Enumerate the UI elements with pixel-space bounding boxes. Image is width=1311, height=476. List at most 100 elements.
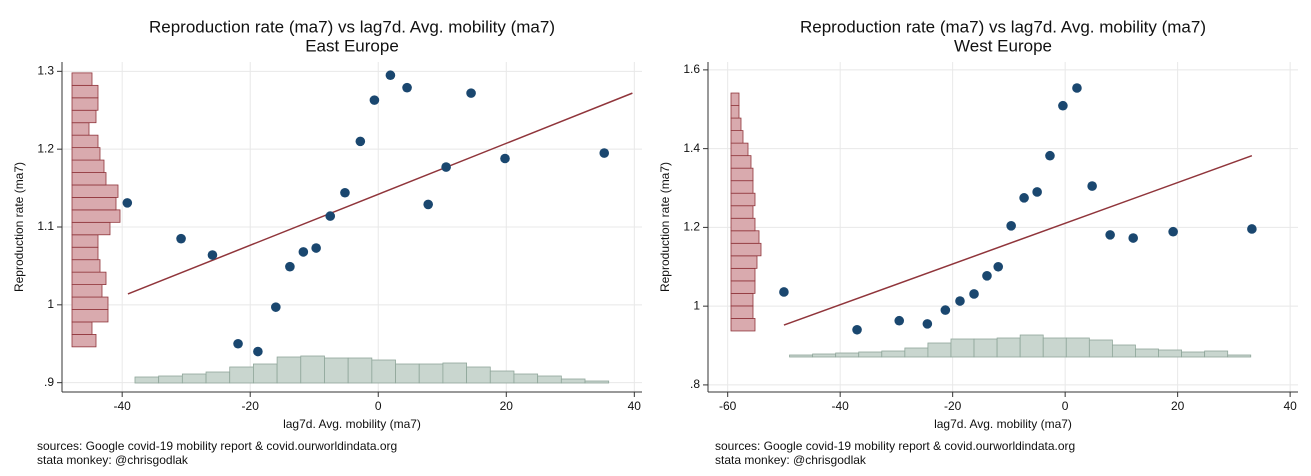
data-point (940, 305, 951, 315)
x-histogram-bar (1019, 334, 1044, 358)
fit-line (783, 155, 1253, 326)
data-point (1045, 150, 1055, 161)
y-histogram-bar (730, 255, 758, 269)
data-point (1105, 230, 1115, 240)
source-note: stata monkey: @chrisgodlak (715, 453, 867, 467)
data-point (325, 211, 336, 221)
x-histogram-bar (858, 351, 883, 358)
x-axis-label: lag7d. Avg. mobility (ma7) (934, 417, 1072, 431)
chart-subtitle: East Europe (305, 36, 399, 55)
y-histogram-bar (730, 267, 756, 282)
source-note: sources: Google covid-19 mobility report… (37, 439, 397, 453)
x-histogram-bar (181, 373, 207, 384)
data-point (271, 302, 281, 312)
x-histogram-bar (205, 371, 231, 384)
data-point (340, 187, 350, 198)
data-point (969, 289, 979, 299)
y-histogram-bar (730, 117, 742, 131)
x-histogram-bar (973, 338, 998, 358)
y-histogram-bar (71, 259, 101, 273)
data-point (500, 153, 510, 164)
source-note: sources: Google covid-19 mobility report… (715, 439, 1075, 453)
y-histogram-bar (71, 321, 93, 335)
data-point (599, 148, 610, 158)
data-point (1087, 181, 1097, 191)
y-tick-label: 1 (47, 297, 54, 311)
x-histogram-bar (881, 350, 906, 358)
data-point (982, 271, 992, 281)
y-axis-label: Reproduction rate (ma7) (658, 162, 672, 292)
x-histogram-bar (395, 363, 420, 384)
x-histogram-bar (300, 355, 325, 384)
y-histogram-bar (71, 172, 107, 186)
y-histogram-bar (71, 159, 105, 173)
x-tick-label: 0 (375, 399, 382, 413)
y-histogram-bar (730, 217, 756, 232)
y-histogram-bar (71, 296, 109, 310)
x-histogram-bar (904, 347, 929, 358)
chart-title: Reproduction rate (ma7) vs lag7d. Avg. m… (800, 17, 1206, 36)
x-histogram-bar (1204, 350, 1229, 358)
x-histogram-bar (1065, 337, 1090, 358)
y-histogram-bar (730, 305, 754, 319)
data-point (369, 95, 380, 105)
chart-title: Reproduction rate (ma7) vs lag7d. Avg. m… (149, 17, 555, 36)
x-histogram-bar (324, 357, 349, 384)
y-histogram-bar (730, 105, 740, 119)
y-histogram-bar (71, 122, 90, 136)
x-tick-label: 40 (628, 399, 642, 413)
x-tick-label: 0 (1062, 399, 1069, 413)
y-histogram-bar (71, 234, 99, 248)
data-point (993, 261, 1004, 272)
y-histogram-bar (71, 221, 111, 236)
y-tick-label: 1.3 (37, 64, 54, 78)
data-point (852, 324, 862, 335)
y-histogram-bar (730, 292, 754, 307)
data-point (1006, 221, 1016, 231)
data-point (1168, 226, 1178, 237)
data-point (466, 88, 476, 98)
x-tick-label: 40 (1283, 399, 1297, 413)
y-histogram-bar (71, 109, 97, 124)
data-point (233, 338, 243, 349)
y-histogram-bar (71, 147, 101, 161)
x-histogram-bar (812, 353, 837, 358)
y-histogram-bar (730, 155, 752, 169)
x-histogram-bar (584, 380, 610, 384)
x-histogram-bar (347, 357, 373, 384)
x-histogram-bar (489, 370, 515, 384)
x-histogram-bar (1158, 349, 1182, 358)
y-histogram-bar (71, 284, 103, 298)
y-histogram-bar (730, 230, 760, 244)
y-histogram-bar (71, 309, 109, 323)
x-tick-label: -20 (242, 399, 260, 413)
y-tick-label: 1.1 (37, 219, 54, 233)
data-point (894, 315, 905, 326)
x-histogram-bar (276, 356, 302, 384)
data-point (1072, 83, 1082, 93)
x-tick-label: 20 (1171, 399, 1185, 413)
x-histogram-bar (418, 363, 444, 384)
x-histogram-bar (560, 378, 586, 384)
data-point (253, 346, 263, 357)
x-histogram-bar (996, 337, 1021, 358)
y-histogram-bar (71, 334, 97, 348)
x-tick-label: -40 (832, 399, 850, 413)
y-histogram-bar (71, 246, 99, 261)
x-histogram-bar (1227, 354, 1252, 358)
y-histogram-bar (71, 209, 121, 223)
data-point (176, 233, 186, 244)
x-tick-label: -40 (114, 399, 132, 413)
x-histogram-bar (371, 359, 396, 384)
y-histogram-bar (730, 142, 749, 157)
data-point (298, 247, 309, 257)
data-point (922, 319, 933, 329)
data-point (423, 199, 433, 210)
y-histogram-bar (71, 134, 99, 149)
fit-line (127, 92, 633, 295)
y-histogram-bar (730, 318, 756, 332)
source-note: stata monkey: @chrisgodlak (37, 453, 189, 467)
data-point (441, 162, 451, 172)
y-histogram-bar (730, 167, 754, 182)
